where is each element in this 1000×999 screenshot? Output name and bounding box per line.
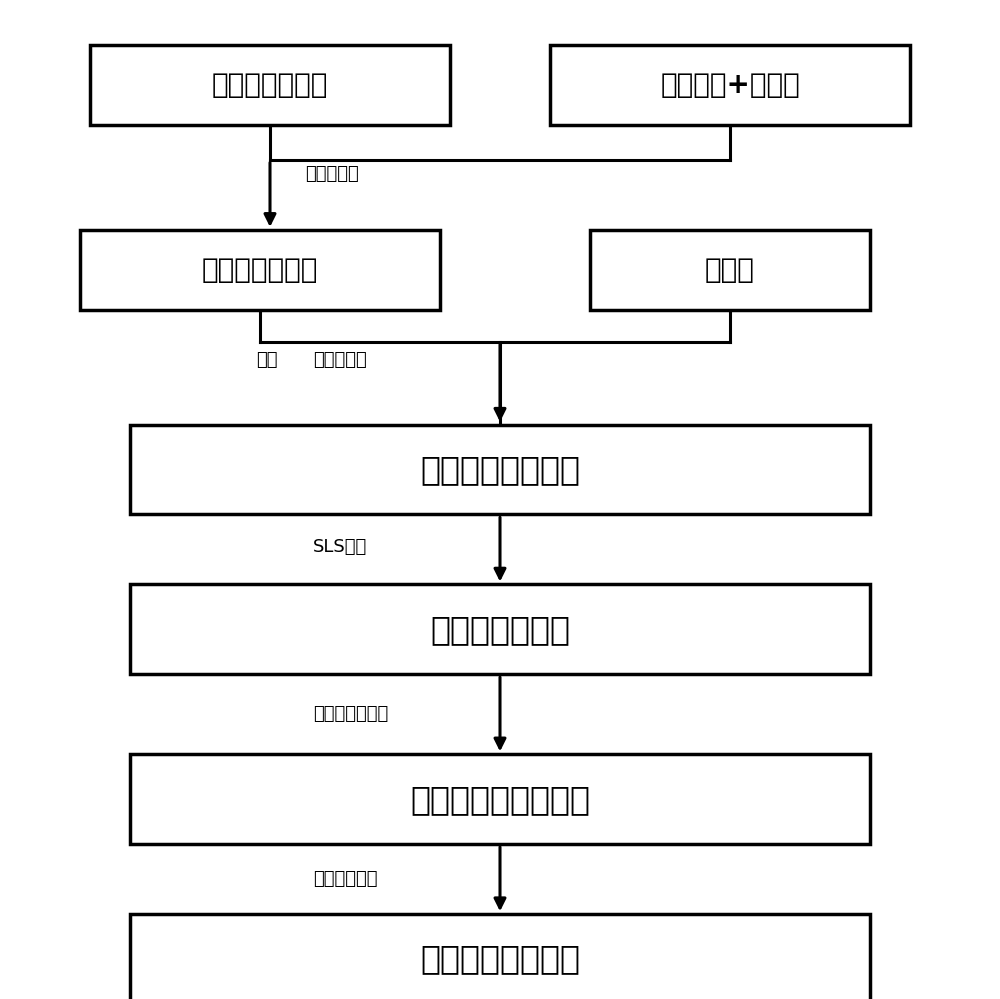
Text: 粘接剂: 粘接剂 [705, 256, 755, 284]
FancyBboxPatch shape [590, 230, 870, 310]
FancyBboxPatch shape [130, 754, 870, 844]
Text: 碳化硅陶瓷二次坯体: 碳化硅陶瓷二次坯体 [410, 782, 590, 816]
Text: 溶剂蒸发法: 溶剂蒸发法 [313, 351, 367, 369]
Text: 预烧结脱脂碳化: 预烧结脱脂碳化 [313, 705, 388, 723]
Text: SLS技术: SLS技术 [313, 538, 367, 556]
FancyBboxPatch shape [80, 230, 440, 310]
Text: 纳米碳化硅粉末: 纳米碳化硅粉末 [212, 71, 328, 99]
Text: 反应液硅熔渗: 反应液硅熔渗 [313, 870, 378, 888]
Text: 聚乙烯醇+蒸馏水: 聚乙烯醇+蒸馏水 [660, 71, 800, 99]
Text: 高增材适应性粉体: 高增材适应性粉体 [420, 453, 580, 487]
Text: 碳化硅陶瓷坯体: 碳化硅陶瓷坯体 [430, 612, 570, 646]
FancyBboxPatch shape [550, 45, 910, 125]
Text: 纳米晶碳化硅陶瓷: 纳米晶碳化硅陶瓷 [420, 942, 580, 976]
Text: 过筛: 过筛 [256, 351, 278, 369]
FancyBboxPatch shape [90, 45, 450, 125]
Text: 碳化硅陶瓷微球: 碳化硅陶瓷微球 [202, 256, 318, 284]
Text: 相转化技术: 相转化技术 [305, 165, 359, 183]
FancyBboxPatch shape [130, 425, 870, 514]
FancyBboxPatch shape [130, 584, 870, 674]
FancyBboxPatch shape [130, 914, 870, 999]
